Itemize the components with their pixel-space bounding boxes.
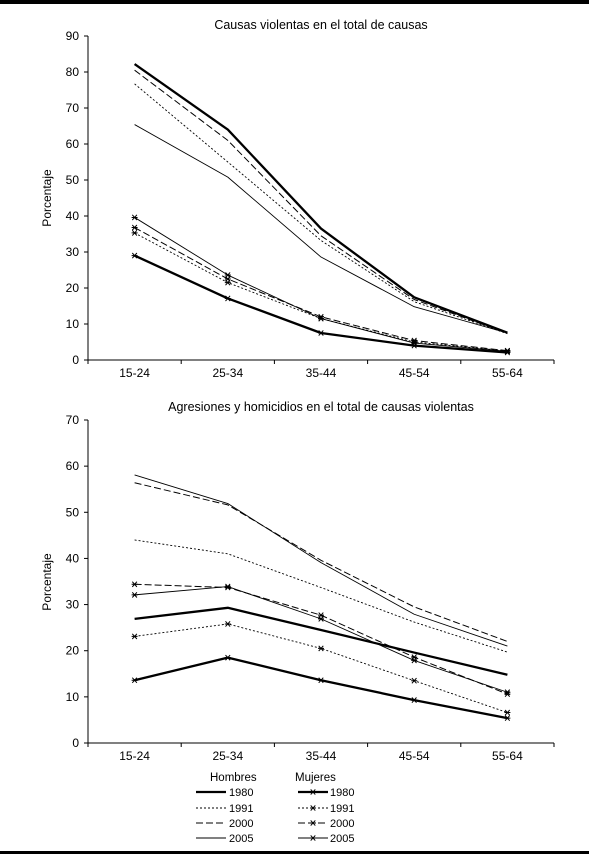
series-line-mujeres-1980	[134, 656, 508, 720]
y-tick-label: 40	[66, 551, 80, 565]
legend-label-mujeres: 1991	[330, 803, 354, 815]
x-tick-label: 45-54	[399, 749, 430, 763]
data-point-marker	[224, 272, 231, 278]
x-tick-label: 45-54	[399, 366, 430, 380]
chart-title: Agresiones y homicidios en el total de c…	[168, 400, 474, 414]
y-tick-label: 20	[66, 281, 80, 295]
legend-label-hombres: 2000	[229, 818, 253, 830]
series-line-mujeres-1980	[134, 254, 508, 354]
data-point-marker	[131, 591, 138, 598]
y-tick-label: 10	[66, 690, 80, 704]
series-line-hombres-1980	[134, 606, 508, 676]
data-point-marker	[131, 581, 138, 588]
data-point-marker	[318, 615, 324, 622]
series-line-hombres-1980	[133, 63, 508, 334]
legend-group-hombres: Hombres	[210, 772, 257, 784]
data-point-marker	[131, 677, 138, 684]
y-tick-label: 80	[66, 65, 80, 79]
data-point-marker	[411, 677, 418, 684]
y-axis-label: Porcentaje	[40, 553, 54, 611]
y-axis-label: Porcentaje	[40, 169, 54, 227]
series-line-mujeres-2005	[134, 217, 508, 352]
data-point-marker	[318, 645, 324, 652]
data-point-marker	[131, 252, 138, 259]
legend-label-hombres: 2005	[229, 833, 253, 845]
legend-marker	[310, 820, 316, 826]
data-point-marker	[504, 348, 511, 355]
data-point-marker	[411, 340, 418, 347]
data-point-marker	[318, 330, 324, 336]
legend-label-mujeres: 1980	[330, 787, 354, 799]
x-tick-label: 35-44	[306, 749, 337, 763]
x-tick-label: 35-44	[306, 366, 337, 380]
y-tick-label: 10	[66, 317, 80, 331]
data-point-marker	[318, 315, 324, 322]
legend-marker	[310, 835, 316, 841]
y-tick-label: 20	[66, 644, 80, 658]
y-tick-label: 50	[66, 505, 80, 519]
data-point-marker	[224, 621, 231, 627]
series-line-mujeres-1991	[134, 623, 508, 713]
chart-title: Causas violentas en el total de causas	[214, 18, 427, 32]
data-point-marker	[131, 214, 138, 221]
legend-label-hombres: 1980	[229, 787, 253, 799]
y-tick-label: 0	[72, 736, 79, 750]
y-tick-label: 0	[72, 353, 79, 367]
data-point-marker	[504, 689, 511, 696]
x-tick-label: 25-34	[212, 749, 243, 763]
series-line-hombres-2000	[134, 69, 508, 334]
legend-marker	[310, 789, 316, 795]
x-tick-label: 55-64	[492, 366, 523, 380]
data-point-marker	[131, 224, 138, 231]
series-line-mujeres-2000	[134, 227, 508, 352]
bottom-rule	[0, 851, 589, 854]
y-tick-label: 30	[66, 245, 80, 259]
x-tick-label: 15-24	[119, 749, 150, 763]
y-tick-label: 50	[66, 173, 80, 187]
series-line-hombres-2005	[134, 124, 508, 334]
series-line-mujeres-2000	[134, 583, 508, 695]
legend-label-hombres: 1991	[229, 803, 253, 815]
data-point-marker	[411, 657, 418, 664]
legend-marker	[310, 805, 316, 811]
data-point-marker	[504, 715, 511, 722]
data-point-marker	[504, 709, 511, 716]
legend-group-mujeres: Mujeres	[295, 772, 336, 784]
chart-panel-causas-violentas: Causas violentas en el total de causas P…	[40, 18, 555, 380]
y-tick-label: 40	[66, 209, 80, 223]
series-line-hombres-1991	[134, 539, 508, 653]
y-tick-label: 70	[66, 413, 80, 427]
y-tick-label: 60	[66, 459, 80, 473]
series-line-mujeres-2005	[134, 586, 508, 693]
y-tick-label: 70	[66, 101, 80, 115]
x-tick-label: 55-64	[492, 749, 523, 763]
x-tick-label: 25-34	[212, 366, 243, 380]
data-point-marker	[411, 697, 418, 704]
data-point-marker	[318, 677, 324, 684]
data-point-marker	[224, 654, 231, 661]
series-line-hombres-1991	[134, 83, 508, 335]
x-tick-label: 15-24	[119, 366, 150, 380]
data-point-marker	[131, 229, 138, 236]
legend: Hombres Mujeres 1980 1980 1991 1991 2000 2000…	[196, 772, 354, 845]
chart-panel-agresiones-homicidios: Agresiones y homicidios en el total de c…	[40, 400, 555, 763]
series-line-hombres-2005	[134, 474, 508, 647]
legend-label-mujeres: 2005	[330, 833, 354, 845]
y-tick-label: 90	[66, 29, 80, 43]
legend-label-mujeres: 2000	[330, 818, 354, 830]
data-point-marker	[224, 583, 231, 590]
y-tick-label: 30	[66, 598, 80, 612]
data-point-marker	[131, 633, 138, 640]
data-point-marker	[224, 295, 231, 302]
y-tick-label: 60	[66, 137, 80, 151]
top-rule	[0, 0, 589, 4]
series-line-hombres-2000	[134, 482, 508, 642]
